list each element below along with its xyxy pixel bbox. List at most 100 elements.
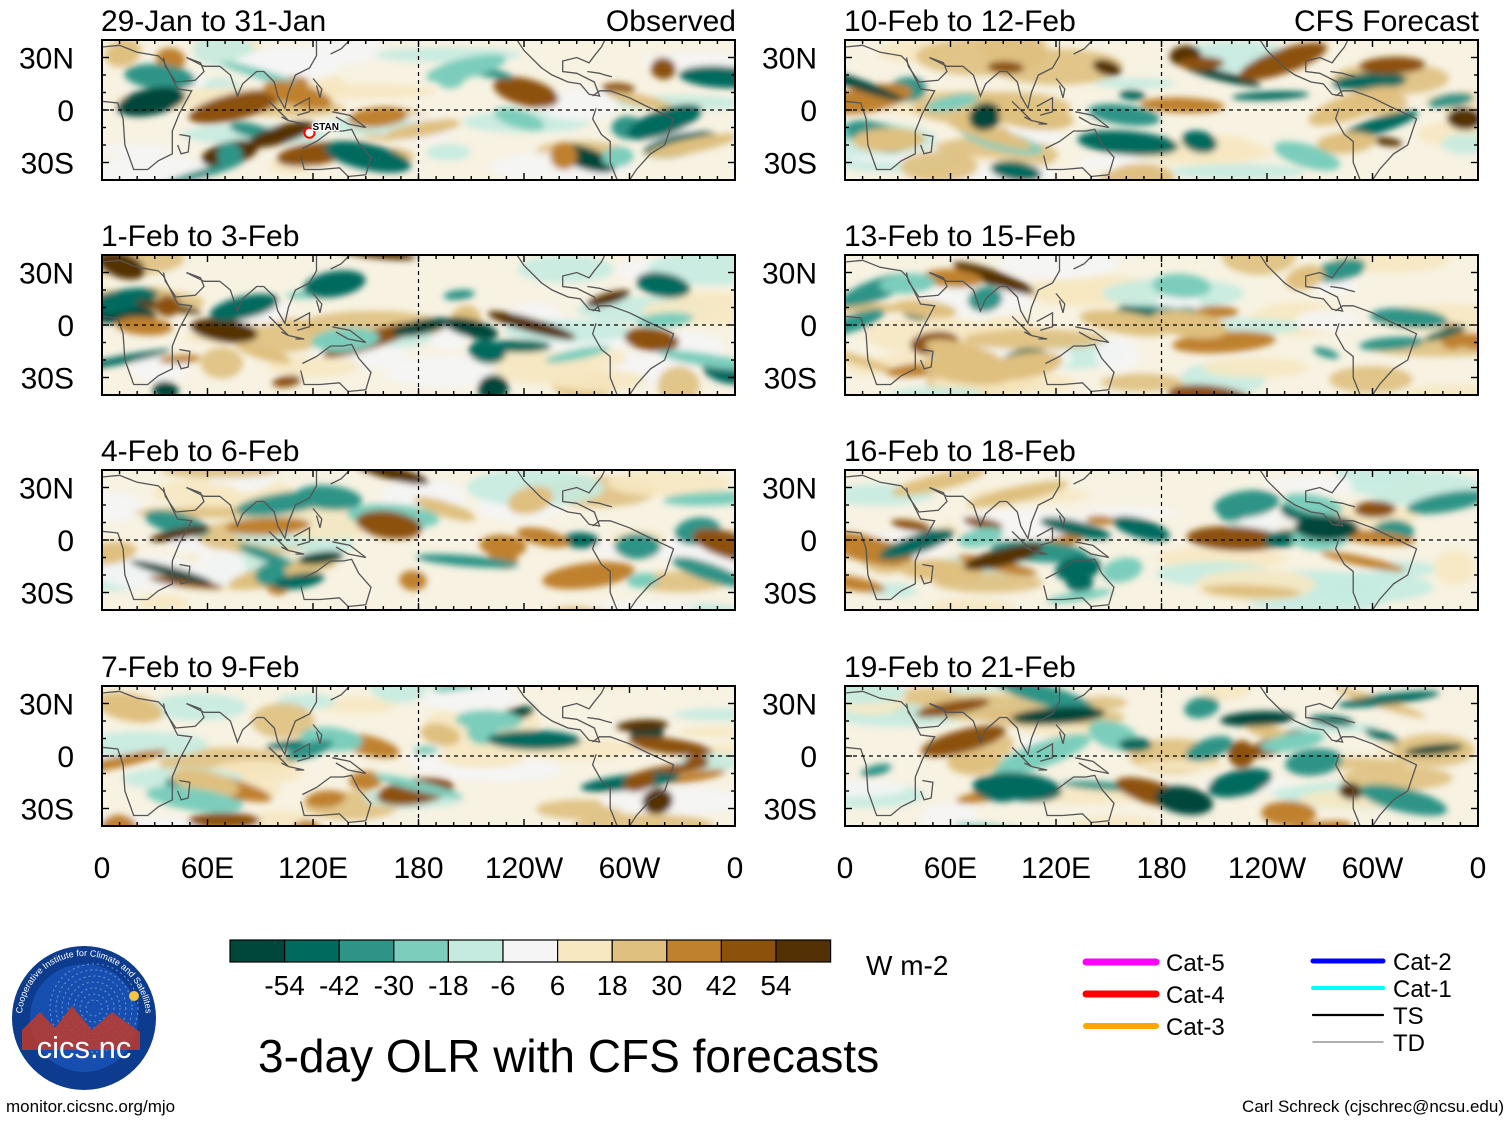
lon-tick-label: 180 — [1136, 852, 1186, 885]
olr-field — [102, 686, 735, 826]
lon-tick-label: 60W — [1342, 852, 1404, 885]
lat-tick-label: 30S — [764, 148, 817, 181]
lon-tick-label: 0 — [94, 852, 111, 885]
colorbar: -54 -42 -30 -18 -6 6 18 30 42 54 — [229, 939, 832, 1001]
olr-field — [845, 40, 1478, 180]
lat-tick-label: 30S — [764, 794, 817, 827]
coastlines — [845, 40, 1418, 180]
panel-period-title: 13-Feb to 15-Feb — [844, 220, 1076, 253]
logo-text: cics.nc — [37, 1030, 132, 1065]
panel-3: 30N 0 30S 7-Feb to 9-Feb — [19, 651, 736, 827]
legend-label: Cat-3 — [1166, 1014, 1225, 1041]
coastlines — [102, 686, 675, 826]
coastlines — [102, 255, 675, 395]
colorbar-label: 6 — [550, 970, 566, 1001]
colorbar-label: -42 — [319, 970, 359, 1001]
sun-icon — [129, 991, 139, 1001]
lat-tick-label: 30S — [21, 148, 74, 181]
lat-tick-label: 30N — [762, 473, 817, 506]
panel-period-title: 1-Feb to 3-Feb — [101, 220, 299, 253]
lon-tick-label: 0 — [727, 852, 744, 885]
lat-tick-label: 30S — [21, 363, 74, 396]
footer-url: monitor.cicsnc.org/mjo — [6, 1097, 175, 1116]
panel-period-title: 16-Feb to 18-Feb — [844, 435, 1076, 468]
lon-tick-label: 180 — [393, 852, 443, 885]
panel-period-title: 19-Feb to 21-Feb — [844, 651, 1076, 684]
colorbar-swatch — [338, 939, 395, 963]
column-source-label: CFS Forecast — [1294, 5, 1480, 38]
coastlines — [845, 470, 1418, 610]
colorbar-label: 18 — [597, 970, 628, 1001]
lat-tick-label: 30N — [762, 258, 817, 291]
colorbar-swatch — [720, 939, 777, 963]
colorbar-label: -54 — [264, 970, 304, 1001]
lon-tick-label: 120E — [278, 852, 348, 885]
panel-6: 30N 0 30S 16-Feb to 18-Feb — [762, 435, 1479, 611]
storm-marker-icon — [303, 126, 316, 139]
colorbar-label: 30 — [651, 970, 682, 1001]
lon-tick-label: 0 — [837, 852, 854, 885]
colorbar-units: W m-2 — [866, 950, 948, 981]
lat-tick-label: 30S — [21, 794, 74, 827]
lat-tick-label: 0 — [57, 95, 74, 128]
panel-period-title: 7-Feb to 9-Feb — [101, 651, 299, 684]
lon-tick-label: 120E — [1021, 852, 1091, 885]
lon-tick-label: 60W — [599, 852, 661, 885]
legend-label: Cat-5 — [1166, 950, 1225, 977]
coastlines — [102, 40, 675, 180]
colorbar-swatch — [502, 939, 559, 963]
lon-tick-label: 60E — [181, 852, 234, 885]
colorbar-label: -18 — [428, 970, 468, 1001]
colorbar-swatch — [556, 939, 613, 963]
panel-5: 30N 0 30S 13-Feb to 15-Feb — [762, 220, 1479, 396]
panel-period-title: 10-Feb to 12-Feb — [844, 5, 1076, 38]
panel-2: 30N 0 30S 4-Feb to 6-Feb — [19, 435, 736, 611]
olr-field — [102, 470, 735, 610]
panel-7: 30N 0 30S 19-Feb to 21-Feb — [762, 651, 1479, 827]
lat-tick-label: 30S — [764, 363, 817, 396]
panel-period-title: 29-Jan to 31-Jan — [101, 5, 326, 38]
lat-tick-label: 30N — [762, 43, 817, 76]
panel-4: 30N 0 30S 10-Feb to 12-Feb CFS Forecast — [762, 5, 1480, 181]
column-source-label: Observed — [606, 5, 736, 38]
mountain-icon — [22, 1006, 140, 1050]
lat-tick-label: 0 — [800, 525, 817, 558]
lat-tick-label: 0 — [800, 95, 817, 128]
colorbar-swatch — [775, 939, 832, 963]
lat-tick-label: 30N — [19, 43, 74, 76]
lon-tick-label: 120W — [1228, 852, 1307, 885]
legend-label: Cat-1 — [1393, 976, 1452, 1003]
lon-tick-label: 120W — [485, 852, 564, 885]
coastlines — [102, 470, 675, 610]
olr-field — [102, 255, 735, 395]
colorbar-label: -6 — [491, 970, 516, 1001]
colorbar-swatch — [447, 939, 504, 963]
lat-tick-label: 30N — [762, 689, 817, 722]
lat-tick-label: 30S — [21, 578, 74, 611]
lat-tick-label: 0 — [57, 525, 74, 558]
figure-title: 3-day OLR with CFS forecasts — [258, 1030, 879, 1082]
lon-tick-label: 60E — [924, 852, 977, 885]
colorbar-swatch — [611, 939, 668, 963]
colorbar-swatch — [229, 939, 286, 963]
panel-0: 30N 0 30S 29-Jan to 31-Jan Observed STAN — [19, 5, 736, 181]
lat-tick-label: 30N — [19, 689, 74, 722]
lat-tick-label: 0 — [57, 741, 74, 774]
cics-logo: Cooperative Institute for Climate and Sa… — [12, 946, 156, 1090]
colorbar-swatch — [666, 939, 722, 963]
colorbar-label: 54 — [760, 970, 791, 1001]
legend-label: Cat-2 — [1393, 949, 1452, 976]
lat-tick-label: 30N — [19, 258, 74, 291]
panel-1: 30N 0 30S 1-Feb to 3-Feb — [19, 220, 736, 396]
lat-tick-label: 0 — [800, 741, 817, 774]
olr-field — [845, 686, 1478, 826]
colorbar-label: 42 — [706, 970, 737, 1001]
lat-tick-label: 30N — [19, 473, 74, 506]
legend-label: TD — [1393, 1030, 1425, 1057]
coastlines — [845, 255, 1418, 395]
x-axes: 0 60E 120E 180 120W 60W 0 0 60E 120E 180 120W 60W 0 — [94, 852, 1487, 885]
lat-tick-label: 30S — [764, 578, 817, 611]
footer-credit: Carl Schreck (cjschrec@ncsu.edu) — [1242, 1097, 1504, 1116]
